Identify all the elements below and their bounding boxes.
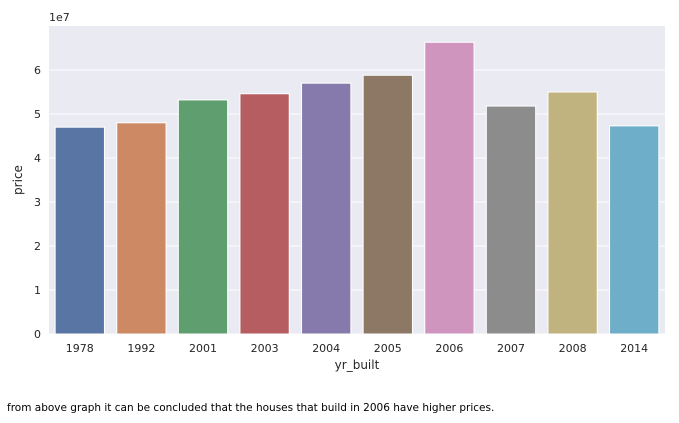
x-tick-label: 1992: [127, 342, 155, 355]
bars: [54, 41, 660, 335]
x-tick-label: 2003: [251, 342, 279, 355]
y-tick-label: 4: [34, 152, 41, 165]
x-tick-label: 2006: [435, 342, 463, 355]
y-tick-label: 2: [34, 240, 41, 253]
x-tick-label: 2007: [497, 342, 525, 355]
y-offset-text: 1e7: [49, 11, 70, 24]
y-tick-label: 6: [34, 64, 41, 77]
y-tick-label: 3: [34, 196, 41, 209]
y-tick-labels: 0 1 2 3 4 5 6: [34, 64, 41, 341]
bar-2003: [239, 93, 290, 335]
x-tick-labels: 1978 1992 2001 2003 2004 2005 2006 2007 2008 2014: [66, 342, 648, 355]
x-tick-label: 2008: [559, 342, 587, 355]
x-tick-label: 1978: [66, 342, 94, 355]
x-tick-label: 2014: [620, 342, 648, 355]
y-tick-label: 0: [34, 328, 41, 341]
x-tick-label: 2004: [312, 342, 340, 355]
bar-2008: [547, 91, 598, 335]
bar-2006: [424, 41, 475, 335]
bar-1992: [116, 122, 167, 335]
y-tick-label: 1: [34, 284, 41, 297]
bar-2004: [301, 82, 352, 335]
bar-2007: [485, 105, 537, 335]
y-tick-label: 5: [34, 108, 41, 121]
bar-2001: [177, 99, 229, 335]
bar-1978: [54, 126, 105, 335]
caption-text: from above graph it can be concluded tha…: [7, 402, 495, 414]
bar-chart: 0 1 2 3 4 5 6 1978 1992 2001 2003 2004 2005 2006 2007…: [11, 11, 665, 372]
x-tick-label: 2001: [189, 342, 217, 355]
bar-2014: [609, 125, 660, 335]
bar-2005: [362, 74, 413, 335]
y-axis-label: price: [11, 165, 25, 195]
x-tick-label: 2005: [374, 342, 402, 355]
x-axis-label: yr_built: [335, 358, 380, 372]
